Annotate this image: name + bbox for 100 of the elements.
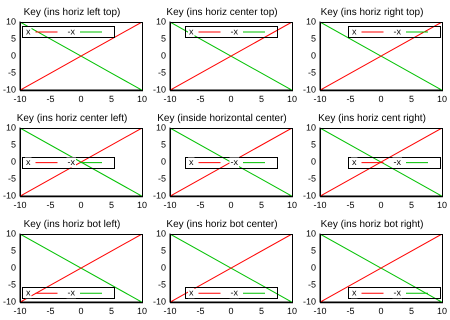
x-tick-label: 5 xyxy=(258,200,264,210)
y-tick-label: -10 xyxy=(302,84,316,95)
legend-label: -x xyxy=(230,26,238,36)
chart-title: Key (ins horiz center left) xyxy=(16,112,128,124)
legend-label: -x xyxy=(394,157,402,168)
x-tick-label: 10 xyxy=(436,94,448,104)
y-tick-label: 0 xyxy=(160,262,166,273)
x-tick-label: 10 xyxy=(136,94,148,104)
chart-title: Key (ins horiz bot left) xyxy=(24,218,120,230)
y-tick-label: 5 xyxy=(310,246,316,256)
y-tick-label: 0 xyxy=(10,50,16,61)
y-tick-label: -5 xyxy=(158,280,166,290)
x-tick-label: 5 xyxy=(408,94,414,104)
y-tick-label: -10 xyxy=(302,190,316,201)
x-tick-label: -5 xyxy=(196,306,205,316)
y-tick-label: -10 xyxy=(2,296,16,307)
chart-title: Key (inside horizontal center) xyxy=(157,112,287,124)
y-tick-label: -10 xyxy=(2,84,16,95)
y-tick-label: 0 xyxy=(310,50,316,61)
legend-label: x xyxy=(352,157,358,168)
y-tick-label: -5 xyxy=(158,174,166,184)
y-tick-label: -5 xyxy=(8,174,16,184)
x-tick-label: -5 xyxy=(196,200,205,210)
y-tick-label: 10 xyxy=(6,16,16,26)
legend-label: x xyxy=(189,288,194,298)
chart-title: Key (ins horiz right top) xyxy=(320,6,424,18)
legend-label: -x xyxy=(68,26,76,36)
y-tick-label: 10 xyxy=(306,228,316,238)
y-tick-label: -5 xyxy=(308,174,316,184)
x-tick-label: 10 xyxy=(286,94,298,104)
y-tick-label: 10 xyxy=(156,16,166,26)
x-tick-label: 0 xyxy=(228,306,234,316)
x-tick-label: -5 xyxy=(46,200,55,210)
legend-label: x xyxy=(26,288,32,298)
x-tick-label: 5 xyxy=(108,94,114,104)
y-tick-label: 5 xyxy=(160,34,166,44)
x-tick-label: 10 xyxy=(436,200,448,210)
legend-label: x xyxy=(352,288,358,298)
x-tick-label: 10 xyxy=(436,306,448,316)
y-tick-label: 0 xyxy=(310,156,316,167)
x-tick-label: 5 xyxy=(408,200,414,210)
x-tick-label: 10 xyxy=(136,200,148,210)
x-tick-label: 0 xyxy=(78,200,84,210)
y-tick-label: -10 xyxy=(152,296,166,307)
y-tick-label: -5 xyxy=(308,280,316,290)
y-tick-label: 5 xyxy=(160,140,166,150)
x-tick-label: -5 xyxy=(196,94,205,104)
x-tick-label: 0 xyxy=(228,200,234,210)
y-tick-label: 5 xyxy=(310,140,316,150)
chart-title: Key (ins horiz bot right) xyxy=(320,218,424,230)
x-tick-label: 5 xyxy=(408,306,414,316)
x-tick-label: -5 xyxy=(346,94,355,104)
chart-title: Key (ins horiz cent right) xyxy=(318,112,426,124)
y-tick-label: -10 xyxy=(302,296,316,307)
legend-label: -x xyxy=(230,288,238,298)
x-tick-label: 5 xyxy=(258,306,264,316)
x-tick-label: 10 xyxy=(286,306,298,316)
y-tick-label: 5 xyxy=(10,140,16,150)
legend-label: x xyxy=(26,26,32,36)
x-tick-label: 0 xyxy=(78,94,84,104)
x-tick-label: 5 xyxy=(108,200,114,210)
chart-title: Key (ins horiz bot center) xyxy=(166,218,278,230)
y-tick-label: 0 xyxy=(160,50,166,61)
x-tick-label: -5 xyxy=(346,306,355,316)
legend-label: x xyxy=(352,26,358,36)
y-tick-label: 0 xyxy=(10,262,16,273)
y-tick-label: -10 xyxy=(152,190,166,201)
y-tick-label: -5 xyxy=(8,280,16,290)
y-tick-label: 10 xyxy=(6,122,16,132)
x-tick-label: 0 xyxy=(228,94,234,104)
legend-label: -x xyxy=(68,288,76,298)
x-tick-label: 0 xyxy=(378,306,384,316)
y-tick-label: -5 xyxy=(308,68,316,78)
x-tick-label: 10 xyxy=(286,200,298,210)
legend-label: x xyxy=(189,26,194,36)
legend-label: -x xyxy=(68,157,76,168)
y-tick-label: 5 xyxy=(310,34,316,44)
y-tick-label: -5 xyxy=(8,68,16,78)
y-tick-label: 5 xyxy=(160,246,166,256)
x-tick-label: -5 xyxy=(46,94,55,104)
y-tick-label: 10 xyxy=(306,122,316,132)
y-tick-label: 10 xyxy=(306,16,316,26)
x-tick-label: 0 xyxy=(78,306,84,316)
chart-title: Key (ins horiz left top) xyxy=(24,6,120,18)
y-tick-label: 0 xyxy=(160,156,166,167)
x-tick-label: -5 xyxy=(346,200,355,210)
legend-label: x xyxy=(26,157,32,168)
y-tick-label: 10 xyxy=(156,122,166,132)
y-tick-label: 10 xyxy=(156,228,166,238)
x-tick-label: 0 xyxy=(378,94,384,104)
x-tick-label: 5 xyxy=(258,94,264,104)
y-tick-label: 10 xyxy=(6,228,16,238)
x-tick-label: 0 xyxy=(378,200,384,210)
chart-title: Key (ins horiz center top) xyxy=(166,6,278,18)
legend-label: -x xyxy=(394,288,402,298)
y-tick-label: -10 xyxy=(2,190,16,201)
y-tick-label: 0 xyxy=(10,156,16,167)
x-tick-label: 5 xyxy=(108,306,114,316)
y-tick-label: 5 xyxy=(10,34,16,44)
y-tick-label: -5 xyxy=(158,68,166,78)
